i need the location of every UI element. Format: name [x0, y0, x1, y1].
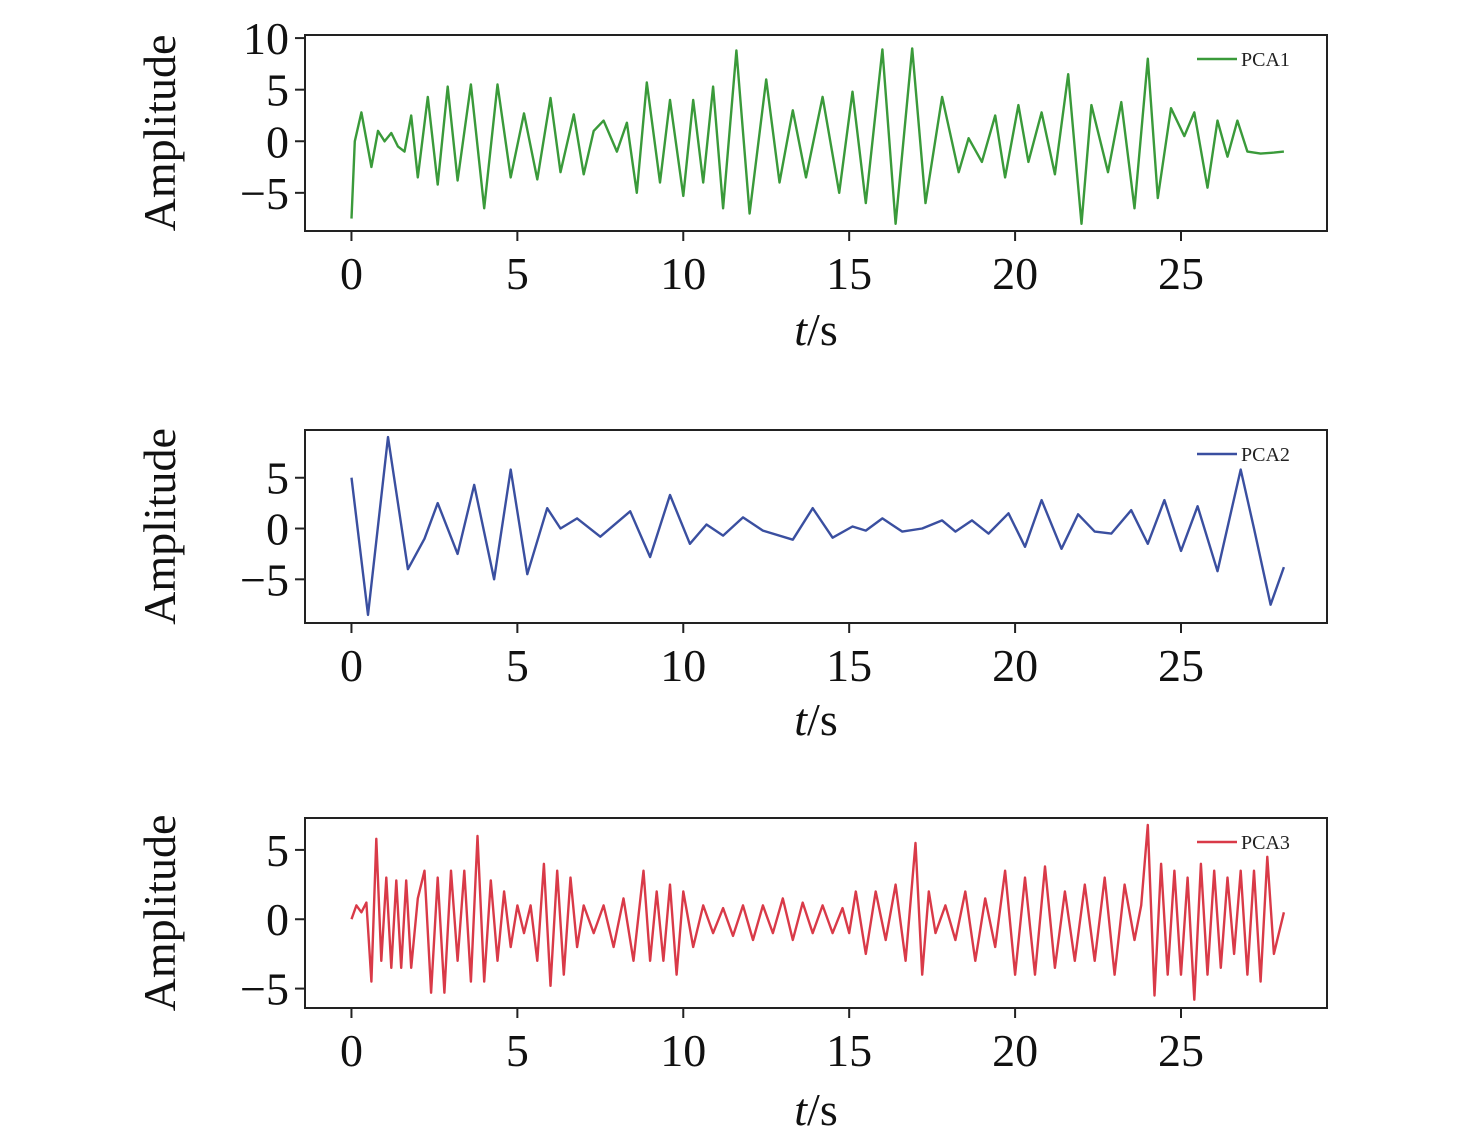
x-axis-title: t/s	[794, 694, 837, 745]
x-axis-title: t/s	[794, 1084, 837, 1135]
x-tick-label: 15	[826, 640, 872, 691]
chart-panel-3: 0 5 10 15 20 25 −5 0 5 Amplitude t/s PCA3	[134, 815, 1328, 1135]
plot-frame	[304, 429, 1328, 624]
x-axis-title: t/s	[794, 304, 837, 355]
y-tick-label: 5	[266, 825, 289, 876]
x-tick-label: 0	[340, 248, 363, 299]
y-tick-label: 10	[243, 13, 289, 64]
series-line-pca2	[350, 435, 1286, 617]
legend-label: PCA3	[1241, 832, 1290, 854]
series-line-pca3	[350, 823, 1286, 1001]
x-tick-label: 20	[992, 640, 1038, 691]
y-tick-label: −5	[240, 168, 289, 219]
x-tick-label: 5	[506, 248, 529, 299]
y-axis-title: Amplitude	[134, 815, 185, 1012]
y-tick-label: 5	[266, 65, 289, 116]
legend-label: PCA2	[1241, 444, 1290, 466]
x-tick-label: 0	[340, 640, 363, 691]
x-tick-label: 25	[1158, 640, 1204, 691]
y-axis-title: Amplitude	[134, 35, 185, 232]
x-tick-label: 10	[660, 248, 706, 299]
x-tick-label: 20	[992, 248, 1038, 299]
y-tick-label: 0	[266, 504, 289, 555]
x-tick-label: 10	[660, 640, 706, 691]
y-tick-label: 0	[266, 116, 289, 167]
y-axis-title: Amplitude	[134, 428, 185, 625]
y-tick-label: 5	[266, 453, 289, 504]
plot-frame	[304, 817, 1328, 1009]
x-tick-label: 20	[992, 1025, 1038, 1076]
x-tick-label: 25	[1158, 1025, 1204, 1076]
x-tick-label: 0	[340, 1025, 363, 1076]
x-tick-label: 10	[660, 1025, 706, 1076]
legend-label: PCA1	[1241, 49, 1290, 71]
x-tick-label: 15	[826, 1025, 872, 1076]
y-tick-label: 0	[266, 894, 289, 945]
series-line-pca1	[350, 47, 1285, 225]
plot-frame	[304, 34, 1328, 232]
x-tick-label: 25	[1158, 248, 1204, 299]
x-tick-label: 5	[506, 640, 529, 691]
x-tick-label: 15	[826, 248, 872, 299]
y-tick-label: −5	[240, 554, 289, 605]
y-tick-label: −5	[240, 964, 289, 1015]
x-tick-label: 5	[506, 1025, 529, 1076]
